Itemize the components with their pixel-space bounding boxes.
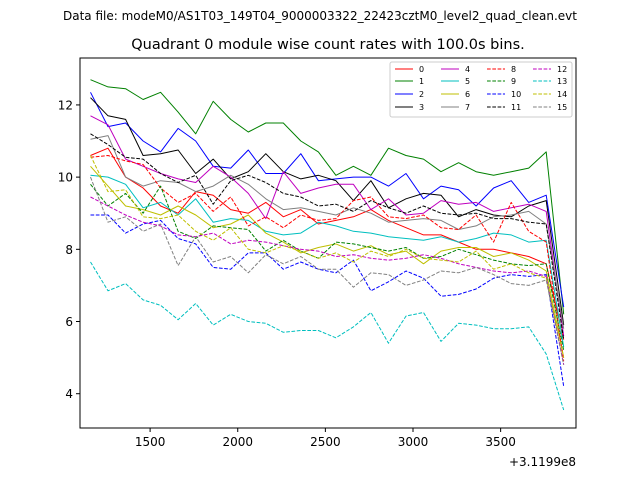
series-line-9 [90,183,565,351]
figure-suptitle: Data file: modeM0/AS1T03_149T04_90000033… [63,9,577,23]
y-tick-label: 8 [65,243,73,257]
legend-label-12: 12 [557,65,567,74]
series-line-4 [90,115,565,337]
x-axis: 1500 2000 2500 3000 3500 [135,428,516,449]
axes-frame [79,57,577,429]
x-tick-label: 2000 [222,435,253,449]
series-line-3 [90,97,565,326]
legend-label-10: 10 [511,90,521,99]
legend-label-15: 15 [557,103,567,112]
y-tick-label: 12 [58,98,73,112]
x-tick-label: 3000 [398,435,429,449]
legend-label-1: 1 [419,77,424,86]
series-line-10 [90,214,565,387]
series-line-13 [90,261,565,411]
series-line-11 [90,133,565,340]
legend-label-9: 9 [511,77,516,86]
legend-label-14: 14 [557,90,567,99]
x-tick-label: 2500 [310,435,341,449]
legend-label-5: 5 [465,77,470,86]
legend-label-2: 2 [419,90,424,99]
legend-label-0: 0 [419,65,424,74]
plot-lines [90,79,565,411]
x-tick-label: 3500 [485,435,516,449]
legend-label-4: 4 [465,65,470,74]
series-line-8 [90,155,565,362]
legend-label-6: 6 [465,90,470,99]
x-offset-label: +3.1199e8 [509,455,576,469]
series-line-6 [90,165,565,358]
y-tick-label: 10 [58,171,73,185]
legend-frame [389,61,573,118]
x-tick-label: 1500 [135,435,166,449]
legend-label-8: 8 [511,65,516,74]
legend-label-3: 3 [419,103,424,112]
y-tick-label: 6 [65,315,73,329]
series-line-5 [90,174,565,347]
chart-title: Quadrant 0 module wise count rates with … [131,37,525,53]
series-line-15 [90,176,565,365]
series-line-7 [90,135,565,329]
series-line-12 [90,196,565,365]
legend-label-7: 7 [465,103,470,112]
legend-label-11: 11 [511,103,521,112]
series-line-1 [90,79,565,315]
legend-label-13: 13 [557,77,567,86]
y-tick-label: 4 [65,387,73,401]
series-line-2 [90,92,565,308]
y-axis: 4 6 8 10 12 [58,98,80,401]
